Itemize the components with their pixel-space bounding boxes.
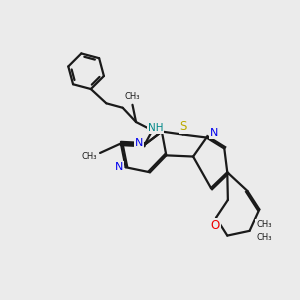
Text: O: O [211,219,220,232]
Text: N: N [134,138,143,148]
Text: N: N [115,162,123,172]
Text: CH₃: CH₃ [256,220,272,229]
Text: CH₃: CH₃ [256,233,272,242]
Text: CH₃: CH₃ [124,92,140,101]
Text: N: N [210,128,218,138]
Text: CH₃: CH₃ [81,152,97,161]
Text: S: S [180,120,187,133]
Text: NH: NH [148,123,163,133]
